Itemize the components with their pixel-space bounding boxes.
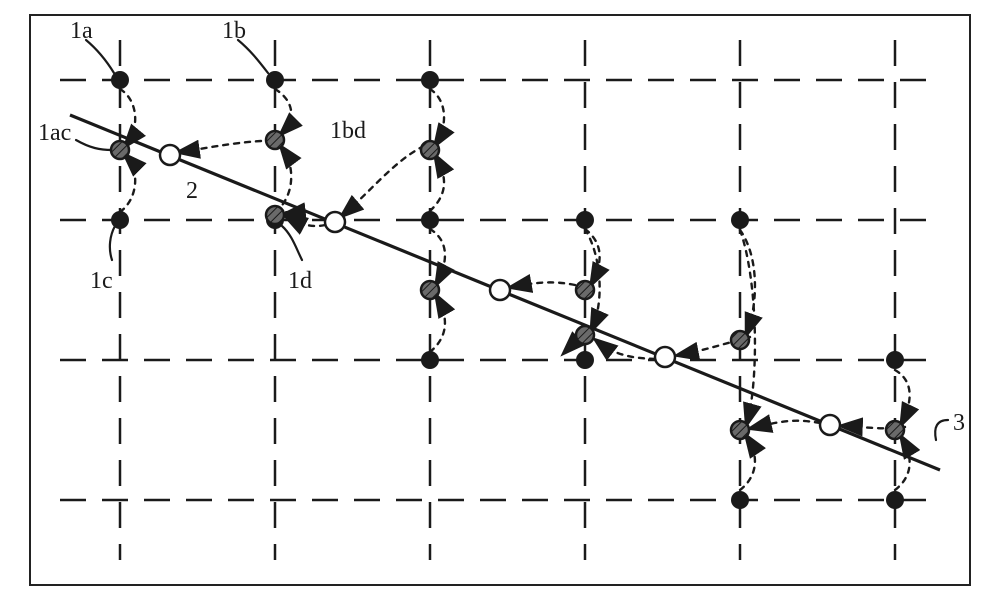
interp-arrow xyxy=(430,157,444,211)
label-text: 1bd xyxy=(330,118,366,144)
interp-arrow xyxy=(120,156,135,212)
interp-arrow xyxy=(430,89,444,144)
interp-arrow xyxy=(752,421,820,428)
diagram-svg: 1a 1b 1ac 1bd 2 1c 1d 3 xyxy=(0,0,1000,599)
label-leader xyxy=(238,40,268,73)
label-text: 1a xyxy=(70,18,93,44)
label-leader xyxy=(76,140,112,150)
interp-arrow xyxy=(430,297,445,352)
interp-arrow xyxy=(740,230,755,423)
line-node-open xyxy=(655,347,675,367)
interp-node-hatched xyxy=(886,421,904,439)
interp-arrow xyxy=(565,344,579,352)
interp-node-hatched xyxy=(731,421,749,439)
label-text: 1d xyxy=(288,268,312,294)
label-leader xyxy=(86,40,114,73)
interp-node-hatched xyxy=(266,131,284,149)
interp-arrow xyxy=(512,282,575,287)
grid-node-solid xyxy=(576,351,594,369)
interp-arrow xyxy=(275,148,291,212)
label-text: 2 xyxy=(186,178,198,204)
label-text: 3 xyxy=(953,410,965,436)
interp-arrow xyxy=(740,230,755,333)
interp-arrow xyxy=(895,370,910,423)
interp-arrow xyxy=(740,437,755,490)
grid-node-solid xyxy=(886,351,904,369)
interp-arrow xyxy=(343,146,424,215)
grid-node-solid xyxy=(886,491,904,509)
grid-node-solid xyxy=(421,71,439,89)
line-node-open xyxy=(325,212,345,232)
label-leader xyxy=(935,420,948,440)
grid-node-solid xyxy=(111,211,129,229)
label-leader xyxy=(282,226,302,260)
interp-node-hatched xyxy=(266,206,284,224)
label-text: 1b xyxy=(222,18,246,44)
grid-node-solid xyxy=(731,491,749,509)
interp-node-hatched xyxy=(576,281,594,299)
grid-node-solid xyxy=(576,211,594,229)
interp-node-hatched xyxy=(731,331,749,349)
diagram-stage: 1a 1b 1ac 1bd 2 1c 1d 3 xyxy=(0,0,1000,599)
interp-arrow xyxy=(585,229,600,329)
interp-arrow xyxy=(180,141,261,152)
interp-arrow xyxy=(585,229,600,283)
label-leader xyxy=(110,226,115,260)
interp-arrow xyxy=(430,229,445,283)
interp-node-hatched xyxy=(421,141,439,159)
grid-node-solid xyxy=(731,211,749,229)
grid-node-solid xyxy=(266,71,284,89)
interp-node-hatched xyxy=(576,326,594,344)
interp-node-hatched xyxy=(421,281,439,299)
line-node-open xyxy=(490,280,510,300)
label-text: 1ac xyxy=(38,120,71,146)
grid-node-solid xyxy=(421,211,439,229)
grid-node-solid xyxy=(111,71,129,89)
label-text: 1c xyxy=(90,268,113,294)
interp-arrow xyxy=(275,89,291,133)
line-node-open xyxy=(160,145,180,165)
interp-node-hatched xyxy=(111,141,129,159)
line-node-open xyxy=(820,415,840,435)
interp-arrow xyxy=(895,438,910,490)
grid-node-solid xyxy=(421,351,439,369)
